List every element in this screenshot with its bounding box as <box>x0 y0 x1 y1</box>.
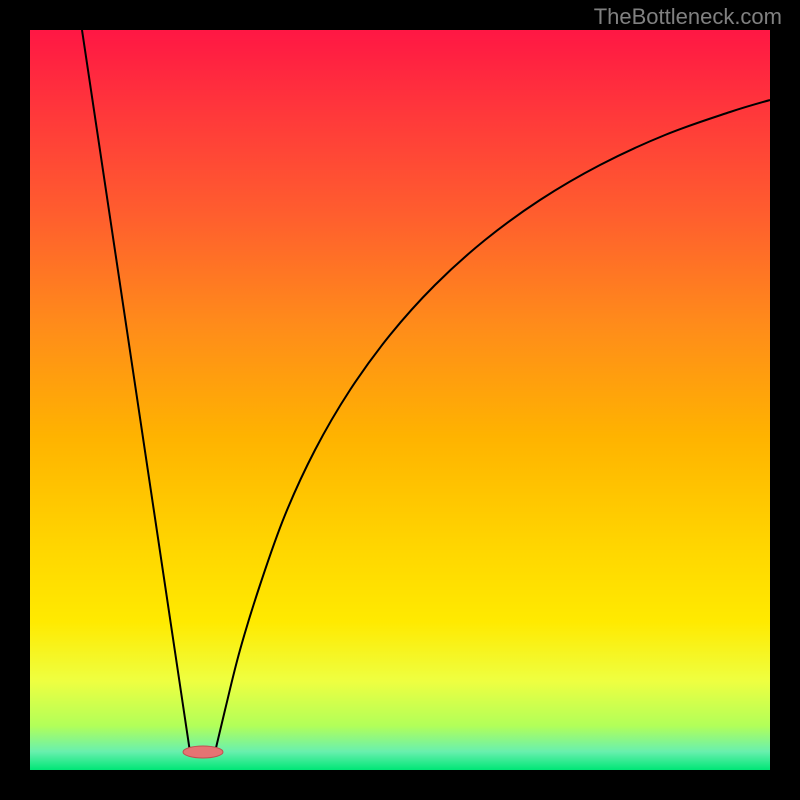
plot-area <box>30 30 770 770</box>
chart-svg <box>0 0 800 800</box>
watermark-text: TheBottleneck.com <box>594 4 782 30</box>
optimal-point-marker <box>183 746 223 758</box>
chart-container: TheBottleneck.com <box>0 0 800 800</box>
